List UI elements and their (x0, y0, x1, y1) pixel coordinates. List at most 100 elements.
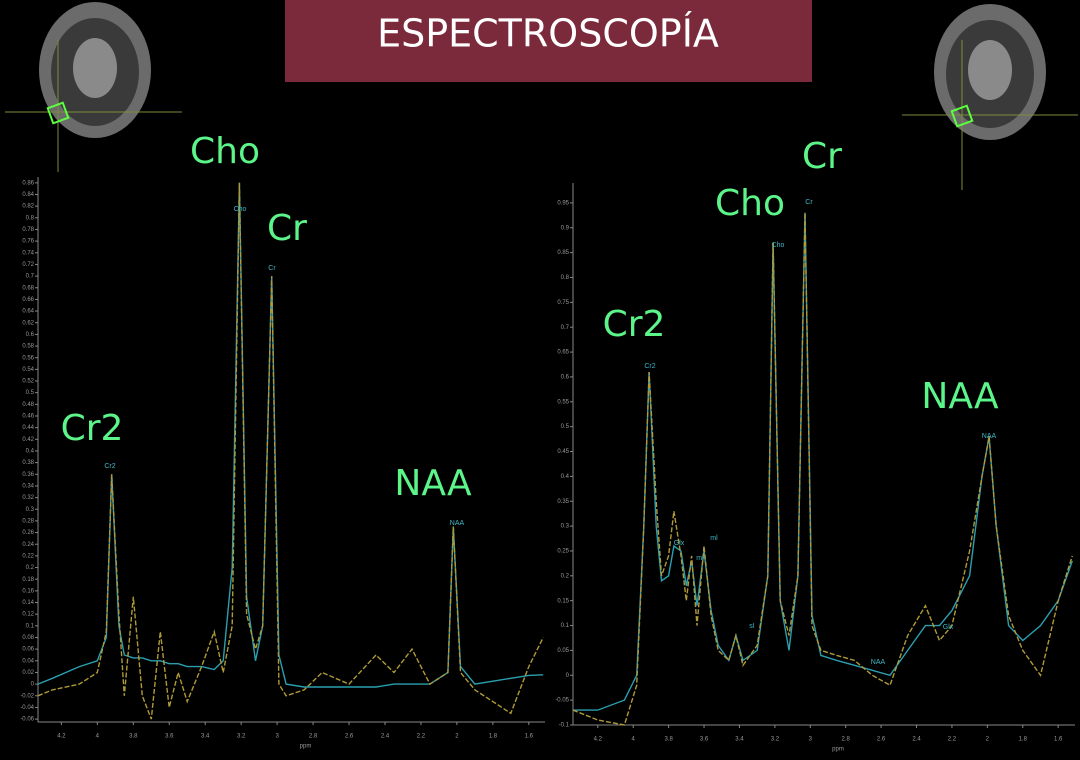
y-tick-label: 0.82 (22, 204, 34, 210)
y-tick-label: 0.7 (561, 325, 570, 331)
y-tick-label: 0.54 (22, 367, 34, 373)
y-tick-label: 0.24 (22, 542, 34, 548)
y-tick-label: 0.34 (22, 484, 34, 490)
peak-label: ml (696, 555, 704, 562)
y-tick-label: 0.48 (22, 402, 34, 408)
y-tick-label: 0.85 (557, 250, 569, 256)
y-tick-label: 0.02 (22, 670, 34, 676)
y-tick-label: 0.72 (22, 262, 34, 268)
y-tick-label: 0.08 (22, 635, 34, 641)
y-tick-label: 0.5 (561, 424, 570, 430)
metabolite-label: NAA (921, 376, 999, 417)
y-tick-label: 0.65 (557, 350, 569, 356)
x-tick-label: 2.2 (948, 737, 957, 743)
y-tick-label: 0.16 (22, 588, 34, 594)
y-tick-label: 0.15 (557, 598, 569, 604)
x-tick-label: 2.8 (309, 734, 318, 740)
x-tick-label: 2.4 (912, 737, 921, 743)
x-tick-label: 1.8 (1019, 737, 1028, 743)
x-tick-label: 3.8 (664, 737, 673, 743)
x-tick-label: 3.6 (165, 734, 174, 740)
peak-label: Cho (772, 242, 785, 249)
peak-label: NAA (450, 520, 465, 527)
slide: ESPECTROSCOPÍA 0.860.840.820.80.780.760.… (0, 0, 1080, 760)
y-tick-label: 0.6 (26, 332, 35, 338)
y-tick-label: 0.2 (26, 565, 35, 571)
peak-label: Cr (805, 199, 813, 206)
x-tick-label: 4.2 (594, 737, 603, 743)
x-tick-label: 1.8 (489, 734, 498, 740)
peak-label: Cr2 (104, 463, 115, 470)
y-tick-label: -0.06 (20, 717, 34, 723)
metabolite-label: NAA (394, 463, 472, 504)
y-tick-label: 0.45 (557, 449, 569, 455)
peak-label: sI (749, 623, 755, 630)
x-tick-label: 3.8 (129, 734, 138, 740)
y-tick-label: 0.8 (561, 275, 570, 281)
y-tick-label: 0.05 (557, 648, 569, 654)
x-tick-label: 2.4 (381, 734, 390, 740)
y-tick-label: 0.14 (22, 600, 34, 606)
y-tick-label: 0.04 (22, 658, 34, 664)
y-tick-label: 0.64 (22, 309, 34, 315)
y-tick-label: 0.52 (22, 379, 34, 385)
y-tick-label: 0.62 (22, 320, 34, 326)
y-tick-label: 0.42 (22, 437, 34, 443)
x-tick-label: 4.2 (57, 734, 66, 740)
metabolite-label: Cr (267, 208, 307, 249)
y-tick-label: 0.25 (557, 549, 569, 555)
metabolite-label: Cho (190, 131, 260, 172)
y-tick-label: 0.9 (561, 225, 570, 231)
title: ESPECTROSCOPÍA (377, 12, 719, 56)
x-tick-label: 3.2 (237, 734, 246, 740)
y-tick-label: 0.68 (22, 285, 34, 291)
background (0, 0, 1080, 760)
peak-label: Cho (234, 206, 247, 213)
x-tick-label: 2.6 (345, 734, 354, 740)
y-tick-label: 0.95 (557, 200, 569, 206)
y-tick-label: -0.1 (559, 723, 570, 729)
y-tick-label: 0.66 (22, 297, 34, 303)
y-tick-label: 0.75 (557, 300, 569, 306)
y-tick-label: 0.32 (22, 495, 34, 501)
x-axis-label: ppm (832, 747, 844, 753)
y-tick-label: 0.58 (22, 344, 34, 350)
y-tick-label: 0.1 (26, 623, 35, 629)
y-tick-label: 0.56 (22, 355, 34, 361)
y-tick-label: 0.06 (22, 647, 34, 653)
x-tick-label: 1.6 (525, 734, 534, 740)
y-tick-label: -0.04 (20, 705, 34, 711)
peak-label: Glx (674, 540, 685, 547)
y-tick-label: 0.36 (22, 472, 34, 478)
y-tick-label: 0.84 (22, 192, 34, 198)
x-tick-label: 3.4 (201, 734, 210, 740)
x-tick-label: 3.4 (735, 737, 744, 743)
y-tick-label: 0.4 (561, 474, 570, 480)
metabolite-label: Cr2 (603, 304, 666, 345)
peak-label: Cr (268, 265, 276, 272)
peak-label: ml (710, 535, 718, 542)
x-tick-label: 3.6 (700, 737, 709, 743)
y-tick-label: 0.12 (22, 612, 34, 618)
y-tick-label: 0.44 (22, 425, 34, 431)
y-tick-label: 0.76 (22, 239, 34, 245)
y-tick-label: 0.4 (26, 449, 35, 455)
y-tick-label: 0.2 (561, 573, 570, 579)
y-tick-label: 0.22 (22, 553, 34, 559)
peak-label: Glx (943, 624, 954, 631)
y-tick-label: 0.46 (22, 414, 34, 420)
y-tick-label: 0.18 (22, 577, 34, 583)
peak-label: NAA (871, 659, 886, 666)
y-tick-label: -0.05 (555, 698, 569, 704)
y-tick-label: 0.35 (557, 499, 569, 505)
y-tick-label: 0.1 (561, 623, 570, 629)
y-tick-label: 0.55 (557, 399, 569, 405)
x-tick-label: 3.2 (771, 737, 780, 743)
y-tick-label: 0.6 (561, 375, 570, 381)
y-tick-label: 0.8 (26, 215, 35, 221)
y-tick-label: 0.3 (561, 524, 570, 530)
y-tick-label: 0.86 (22, 180, 34, 186)
y-tick-label: 0.38 (22, 460, 34, 466)
x-tick-label: 2.2 (417, 734, 426, 740)
x-tick-label: 2.8 (842, 737, 851, 743)
